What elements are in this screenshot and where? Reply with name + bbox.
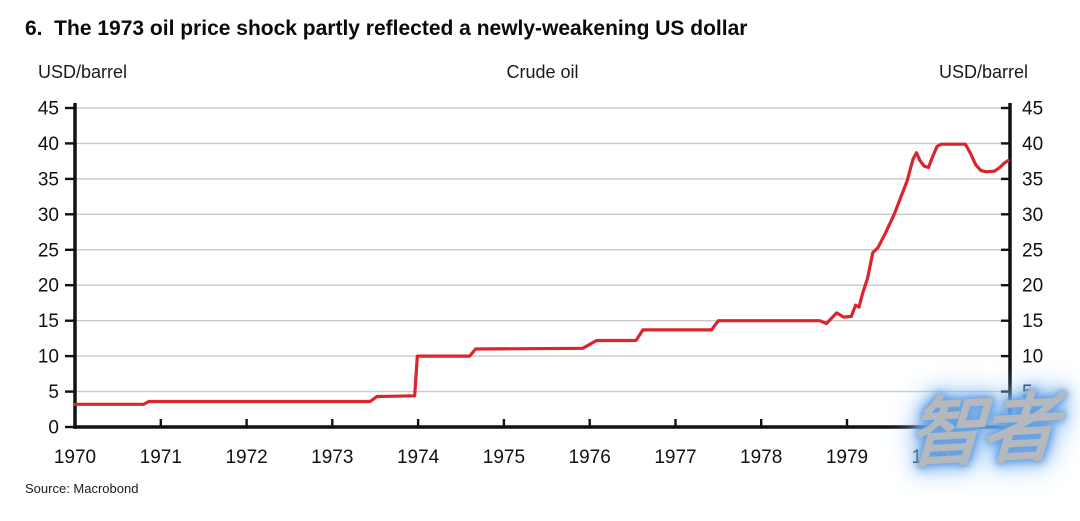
svg-text:1975: 1975 <box>483 447 525 468</box>
x-tick-labels: 1970 1971 1972 1973 1974 1975 1976 1977 1978 1979… <box>54 447 954 468</box>
svg-text:25: 25 <box>38 240 59 261</box>
svg-text:35: 35 <box>1022 169 1043 190</box>
svg-text:10: 10 <box>38 347 59 368</box>
source-note: Source: Macrobond <box>25 481 139 496</box>
svg-text:20: 20 <box>38 276 59 297</box>
y-axis-unit-left: USD/barrel <box>38 62 128 82</box>
svg-text:1979: 1979 <box>826 447 868 468</box>
svg-text:30: 30 <box>38 205 59 226</box>
watermark: 智者 <box>905 385 1057 478</box>
svg-text:25: 25 <box>1022 240 1043 261</box>
svg-text:1974: 1974 <box>397 447 440 468</box>
svg-text:45: 45 <box>1022 99 1043 120</box>
svg-text:0: 0 <box>1022 418 1033 439</box>
svg-text:10: 10 <box>1022 347 1043 368</box>
svg-text:1977: 1977 <box>654 447 696 468</box>
axis-ticks <box>65 106 1010 429</box>
svg-text:1973: 1973 <box>311 447 353 468</box>
svg-text:0: 0 <box>48 418 59 439</box>
gridlines <box>75 107 1010 393</box>
svg-text:45: 45 <box>38 99 59 120</box>
svg-text:1971: 1971 <box>140 447 182 468</box>
svg-text:20: 20 <box>1022 276 1043 297</box>
svg-text:40: 40 <box>38 134 59 155</box>
svg-text:1972: 1972 <box>225 447 267 468</box>
svg-text:5: 5 <box>48 382 59 403</box>
svg-text:1970: 1970 <box>54 447 96 468</box>
y-axis-unit-right: USD/barrel <box>938 62 1028 82</box>
y-tick-labels-right: 0 5 10 15 20 25 30 35 40 45 <box>1022 99 1043 439</box>
svg-text:30: 30 <box>1022 205 1043 226</box>
svg-text:5: 5 <box>1022 382 1033 403</box>
svg-text:40: 40 <box>1022 134 1043 155</box>
svg-text:1976: 1976 <box>569 447 611 468</box>
crude-oil-line <box>73 142 1010 406</box>
svg-text:1980: 1980 <box>912 447 954 468</box>
svg-text:15: 15 <box>1022 311 1043 332</box>
svg-text:1978: 1978 <box>740 447 782 468</box>
chart-subtitle: Crude oil <box>506 62 579 82</box>
y-tick-labels-left: 0 5 10 15 20 25 30 35 40 45 <box>38 99 59 439</box>
figure-title: 6. The 1973 oil price shock partly refle… <box>25 17 748 40</box>
svg-text:15: 15 <box>38 311 59 332</box>
axes <box>73 103 1012 429</box>
svg-text:35: 35 <box>38 169 59 190</box>
